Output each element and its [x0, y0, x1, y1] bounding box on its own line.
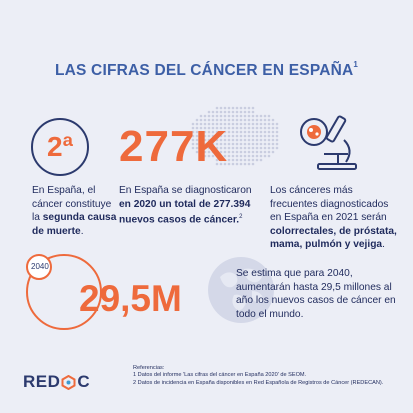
stat1-text-bold: segunda causa de muerte [32, 212, 117, 237]
cases-value: 277K [119, 122, 229, 171]
refs-heading: Referencias: [133, 365, 165, 371]
stat2-text: En España se diagnosticaron en 2020 un t… [119, 184, 259, 227]
spain-map-icon [191, 106, 279, 166]
stat4-text: Se estima que para 2040, aumentarán hast… [236, 268, 396, 320]
stat3-text-end: . [382, 239, 385, 250]
title-text: LAS CIFRAS DEL CÁNCER EN ESPAÑA [54, 62, 354, 79]
microscope-icon [300, 115, 357, 170]
stat1-text: En España, el cáncer constituye la segun… [32, 184, 118, 238]
logo-part2: C [77, 372, 91, 391]
references: Referencias: 1 Datos del informe 'Las ci… [133, 365, 403, 387]
stat1-text-end: . [80, 225, 84, 237]
projection-value: 29,5M [79, 278, 182, 319]
projection-circle [26, 254, 102, 330]
rank-circle [31, 118, 89, 176]
globe-icon [208, 257, 274, 323]
stat3-text-a: Los cánceres más frecuentes diagnosticad… [270, 185, 389, 223]
rank-value: 2ª [47, 131, 73, 162]
refs-line1: 1 Datos del informe 'Las cifras del cánc… [133, 372, 307, 379]
stat3-text: Los cánceres más frecuentes diagnosticad… [270, 184, 400, 252]
page-title: LAS CIFRAS DEL CÁNCER EN ESPAÑA1 [0, 60, 413, 80]
stat2-footnote: 2 [239, 214, 243, 220]
stat3-text-bold: colorrectales, de próstata, mama, pulmón… [270, 225, 397, 251]
refs-line2: 2 Datos de incidencia en España disponib… [133, 379, 384, 386]
stat1-text-a: En España, el cáncer constituye la [32, 185, 112, 223]
title-footnote: 1 [353, 60, 359, 69]
stat2-text-bold: en 2020 un total de 277.394 nuevos casos… [119, 198, 251, 226]
stat2-text-a: En España se diagnosticaron [119, 185, 252, 196]
year-badge [26, 254, 52, 280]
redecan-logo: RED C [23, 372, 90, 392]
logo-part1: RED [23, 372, 61, 391]
logo-hex-icon [61, 374, 76, 390]
year-label: 2040 [31, 262, 49, 271]
